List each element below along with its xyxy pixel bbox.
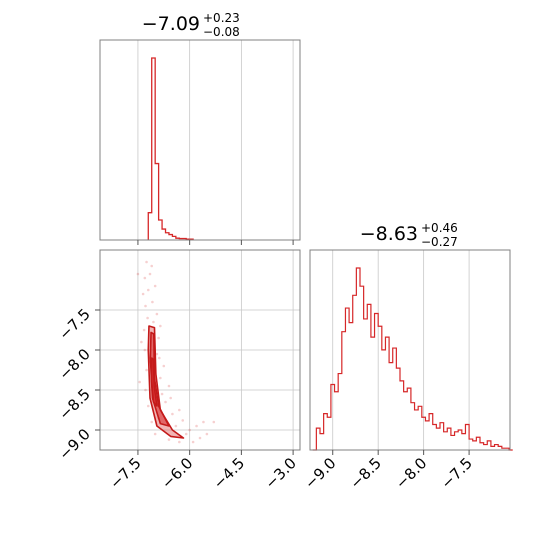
- y-tick-label: −8.0: [55, 345, 93, 383]
- scatter-point: [164, 400, 167, 404]
- scatter-points: [136, 260, 216, 444]
- scatter-point: [195, 424, 198, 428]
- scatter-point: [169, 396, 172, 400]
- y-tick-label: −7.5: [55, 305, 93, 343]
- histogram-step-line-param-2: [312, 267, 513, 451]
- y-tick-label: −9.0: [55, 425, 93, 463]
- scatter-point: [188, 428, 191, 432]
- contour-level: [150, 357, 158, 407]
- x-tick-label: −9.0: [301, 454, 339, 492]
- scatter-point: [150, 420, 154, 424]
- scatter-point: [136, 272, 140, 276]
- axes-frame-bottom-right: [309, 249, 511, 451]
- scatter-point: [146, 404, 150, 408]
- scatter-point: [143, 348, 147, 352]
- title-param-1: −7.09: [142, 13, 200, 35]
- density-contours: [147, 325, 185, 439]
- scatter-point: [153, 432, 157, 436]
- marginal-histogram-param-1: −7.09 +0.23 −0.08: [99, 11, 301, 245]
- scatter-point: [202, 420, 205, 424]
- scatter-point: [145, 368, 148, 372]
- x-tick-label: −7.5: [106, 454, 144, 492]
- scatter-point: [205, 432, 209, 436]
- scatter-point: [144, 388, 147, 392]
- marginal-histogram-param-2: −9.0 −8.5 −8.0 −7.5 −8.63 +0.46 −0.27: [301, 221, 513, 493]
- scatter-point: [158, 356, 161, 360]
- scatter-point: [174, 424, 178, 428]
- scatter-point: [167, 384, 171, 388]
- scatter-point: [153, 284, 157, 288]
- axes-frame-top-left: [99, 39, 301, 241]
- scatter-point: [157, 336, 160, 340]
- scatter-point: [212, 420, 216, 424]
- scatter-point: [171, 412, 174, 416]
- scatter-point: [167, 438, 171, 441]
- x-tick-label: −3.0: [261, 454, 299, 492]
- scatter-point: [159, 376, 162, 380]
- x-tick-label: −7.5: [437, 454, 475, 492]
- scatter-point: [198, 436, 202, 440]
- scatter-point: [146, 316, 149, 320]
- scatter-point: [143, 276, 147, 280]
- scatter-point: [155, 312, 159, 316]
- title-param-1-upper-error: +0.23: [203, 11, 240, 25]
- scatter-point: [159, 324, 162, 328]
- scatter-point: [181, 419, 185, 422]
- scatter-point: [155, 352, 159, 356]
- x-tick-label: −8.0: [392, 454, 430, 492]
- scatter-point: [142, 328, 146, 332]
- scatter-point: [160, 392, 164, 396]
- scatter-point: [191, 440, 195, 444]
- scatter-point: [162, 364, 166, 368]
- joint-distribution-panel: −7.5 −6.0 −4.5 −3.0 −7.5−8.0−8.5−9.0: [55, 249, 301, 493]
- title-param-2: −8.63: [360, 223, 418, 245]
- scatter-point: [178, 408, 181, 412]
- x-tick-label: −6.0: [158, 454, 196, 492]
- scatter-point: [178, 440, 181, 444]
- y-tick-label: −8.5: [55, 385, 93, 423]
- x-tick-label: −8.5: [347, 454, 385, 492]
- scatter-point: [151, 300, 154, 304]
- scatter-point: [146, 288, 150, 292]
- scatter-point: [140, 340, 143, 344]
- scatter-point: [152, 320, 155, 324]
- title-param-2-upper-error: +0.46: [421, 221, 458, 235]
- scatter-point: [145, 260, 148, 264]
- scatter-point: [184, 432, 188, 436]
- histogram-step-line-param-1: [147, 57, 194, 240]
- title-param-2-lower-error: −0.27: [421, 235, 458, 249]
- scatter-point: [144, 304, 147, 308]
- scatter-point: [138, 380, 141, 384]
- scatter-point: [148, 272, 152, 276]
- scatter-point: [150, 264, 154, 268]
- scatter-point: [141, 292, 145, 296]
- x-tick-label: −4.5: [210, 454, 248, 492]
- title-param-1-lower-error: −0.08: [203, 25, 240, 39]
